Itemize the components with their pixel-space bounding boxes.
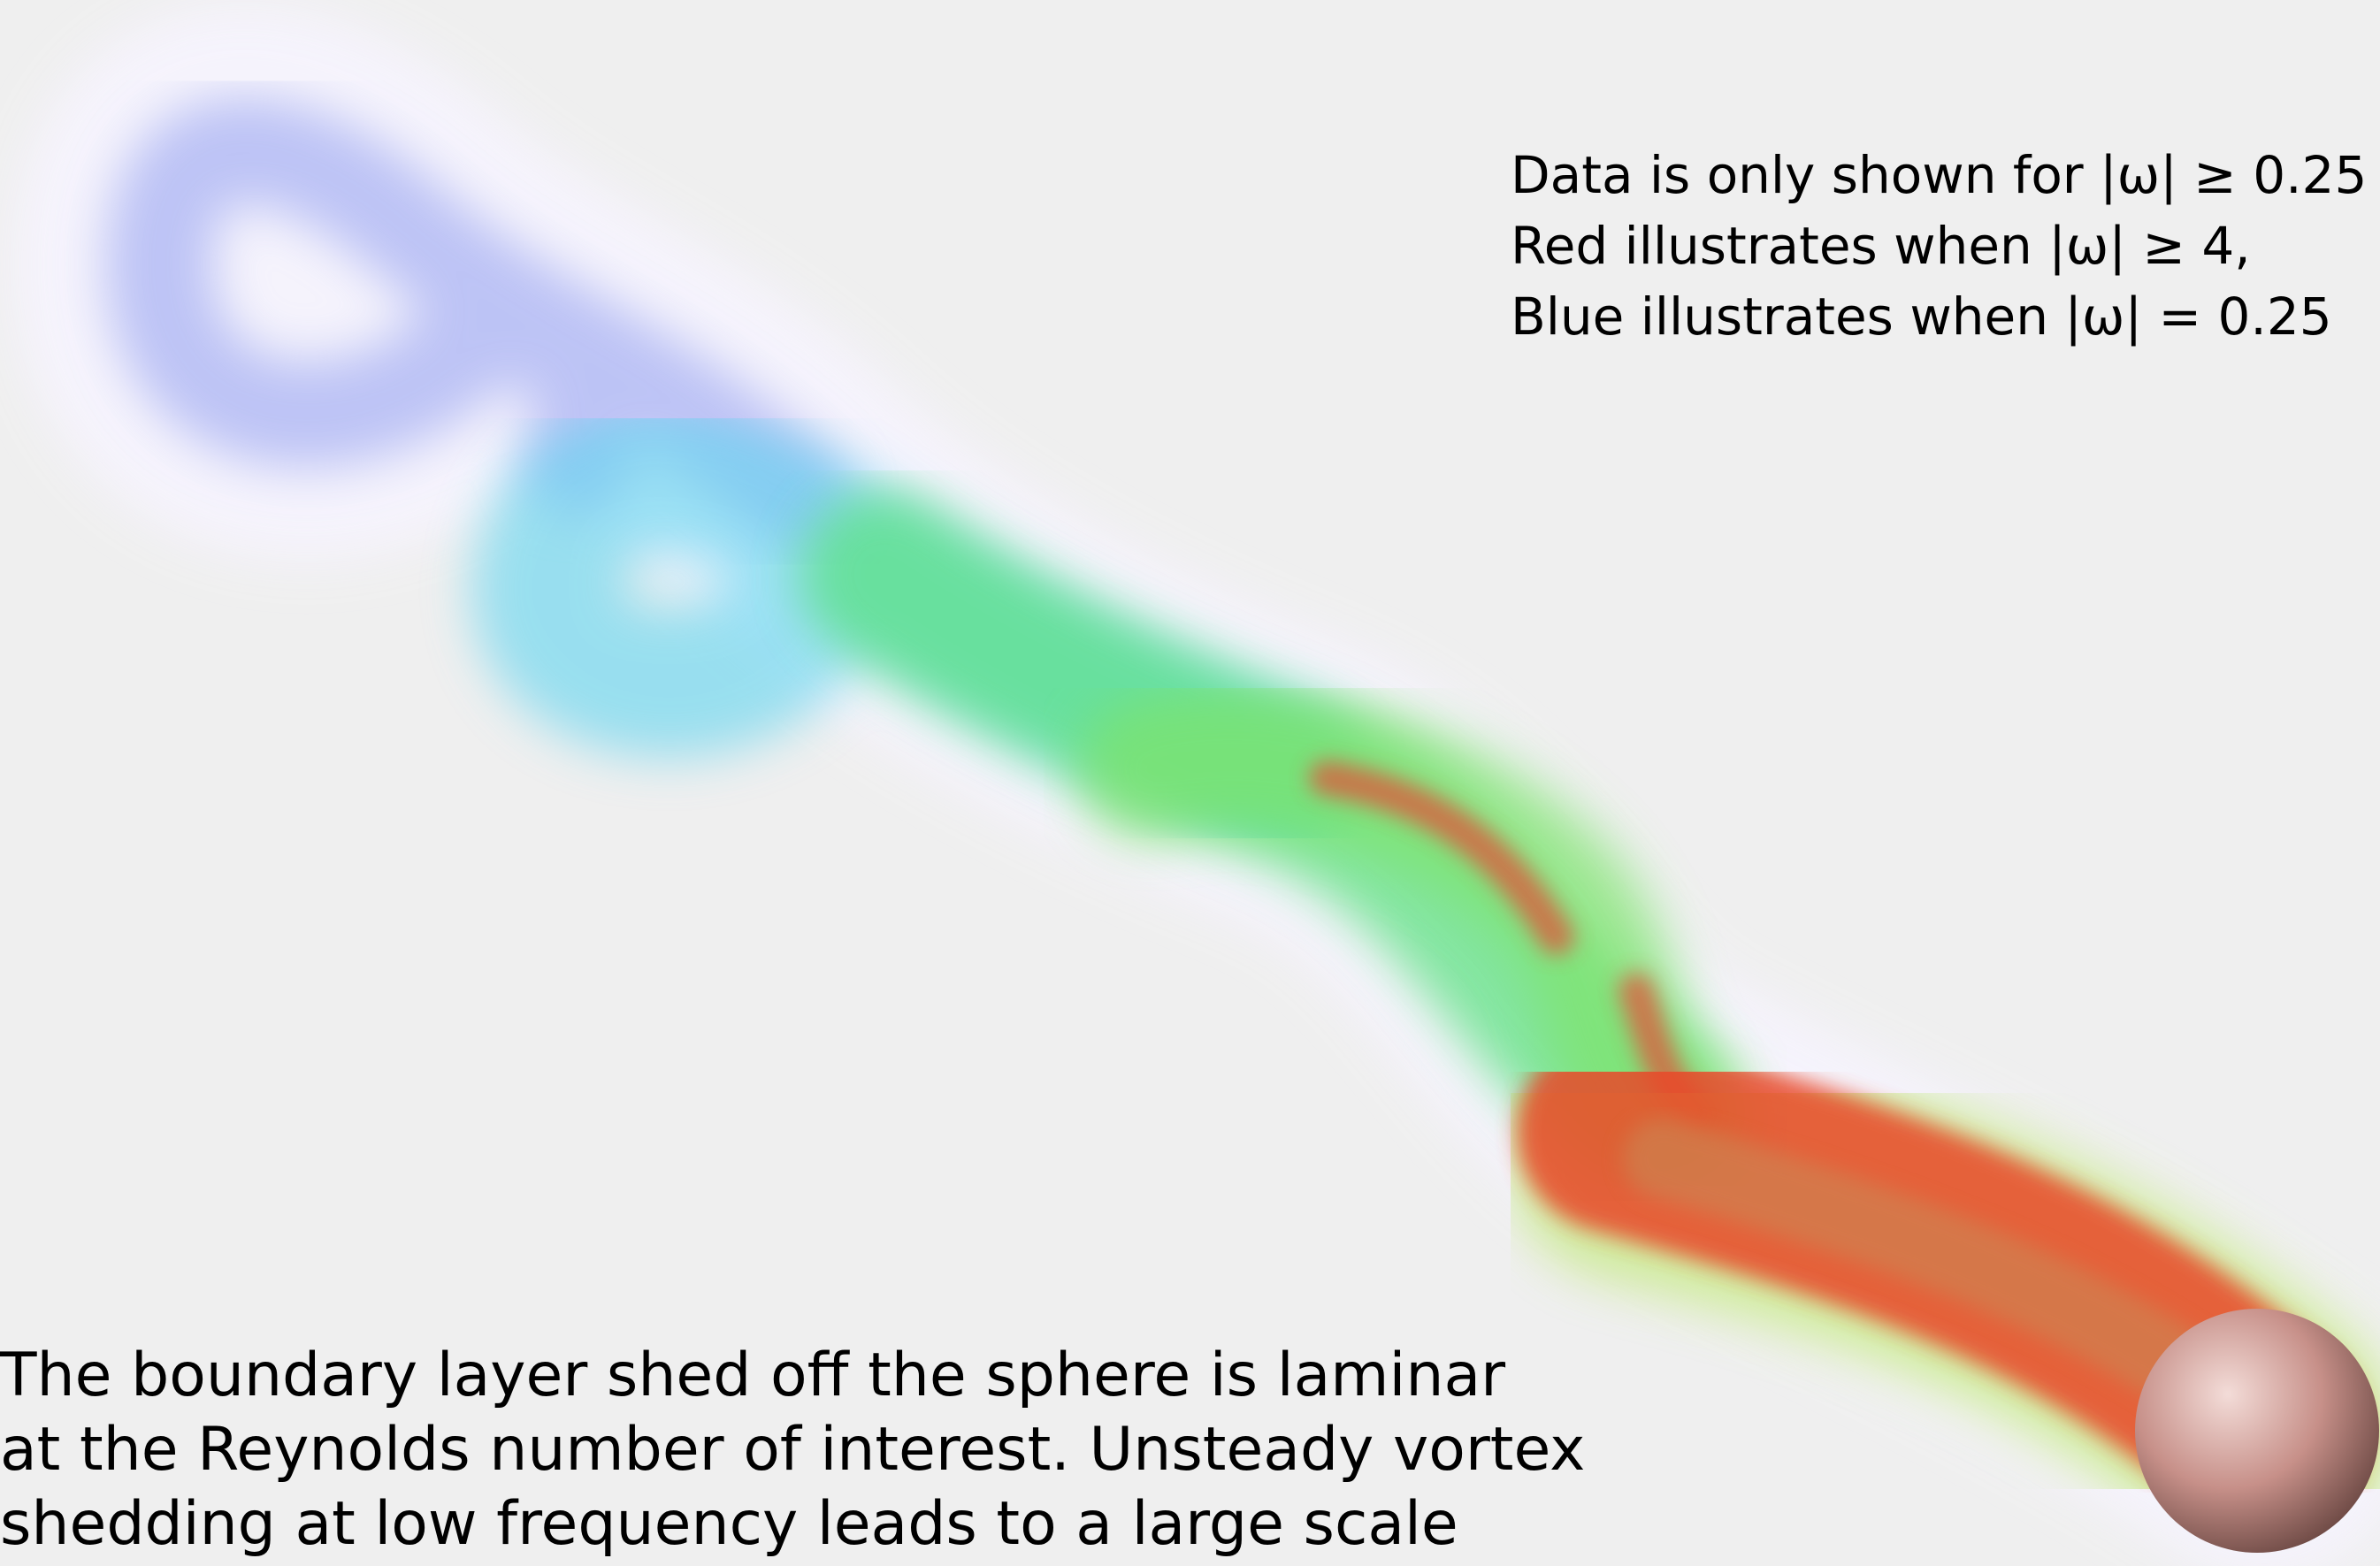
legend-line: Red illustrates when |ω| ≥ 4, (1511, 216, 2251, 276)
caption-text: The boundary layer shed off the sphere i… (0, 1341, 1585, 1559)
caption-line: at the Reynolds number of interest. Unst… (0, 1415, 1585, 1485)
visualization: Data is only shown for |ω| ≥ 0.25 Red il… (0, 0, 2380, 1566)
caption-line: shedding at low frequency leads to a lar… (0, 1489, 1458, 1559)
page: {"annotations": { "legend_lines": ["Data… (0, 0, 2380, 1566)
caption-line: The boundary layer shed off the sphere i… (0, 1341, 1505, 1410)
legend-line: Blue illustrates when |ω| = 0.25 (1511, 286, 2332, 347)
sphere (2135, 1309, 2379, 1553)
legend-line: Data is only shown for |ω| ≥ 0.25 (1511, 145, 2367, 205)
legend-text: Data is only shown for |ω| ≥ 0.25 Red il… (1511, 145, 2367, 347)
